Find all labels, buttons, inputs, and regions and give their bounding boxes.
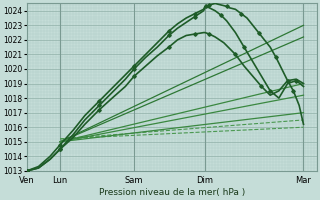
- X-axis label: Pression niveau de la mer( hPa ): Pression niveau de la mer( hPa ): [99, 188, 245, 197]
